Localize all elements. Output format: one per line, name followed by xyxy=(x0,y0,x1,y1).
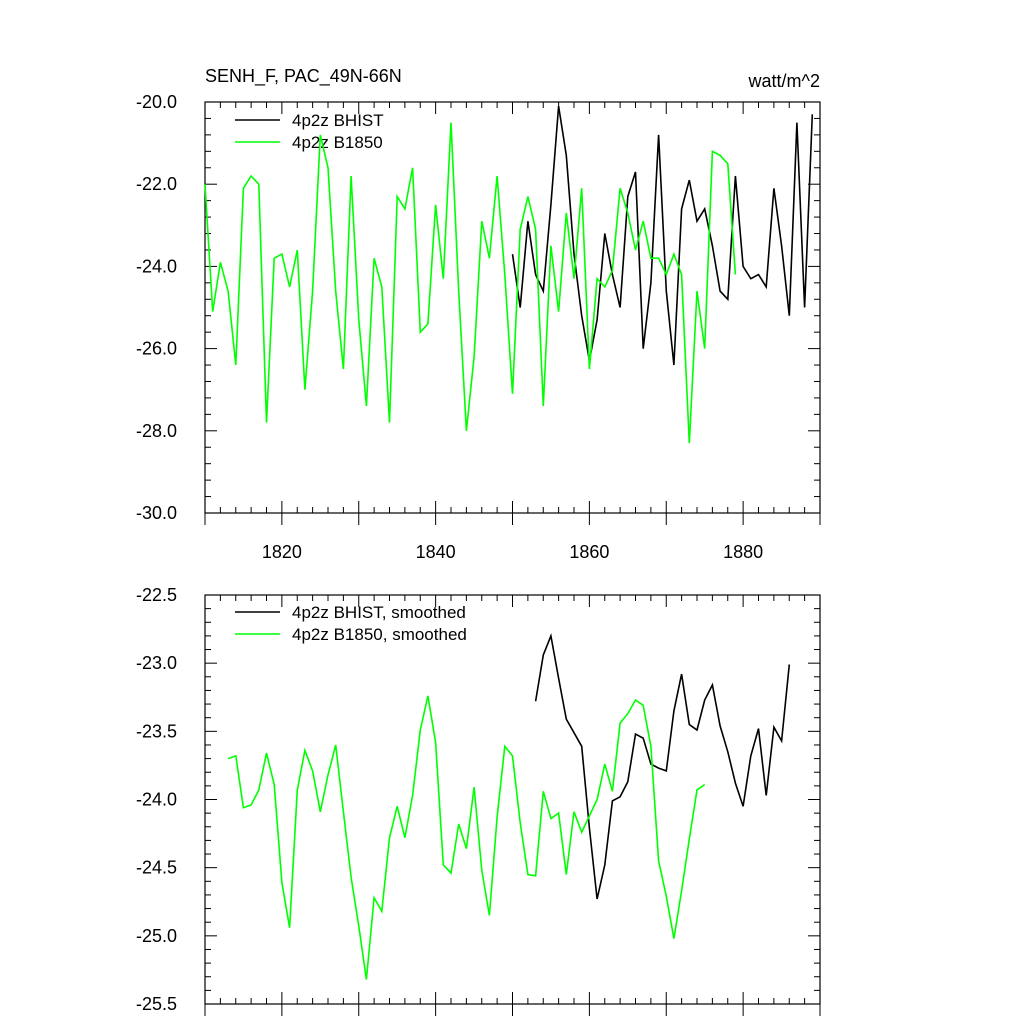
series-line-bhist xyxy=(534,633,791,900)
x-tick-label: 1820 xyxy=(262,542,302,562)
legend: 4p2z BHIST, smoothed 4p2z B1850, smoothe… xyxy=(235,603,467,644)
plot-axes: -25.5 -25.0 -24.5 -24.0 -23.5 -23.0 -22.5 xyxy=(136,585,821,1016)
series-line-b1850 xyxy=(227,695,706,980)
y-tick-label: -23.5 xyxy=(136,721,177,741)
x-tick-label: 1840 xyxy=(416,542,456,562)
y-tick-label: -24.0 xyxy=(136,790,177,810)
legend-label-b1850-smoothed: 4p2z B1850, smoothed xyxy=(292,625,467,644)
legend-label-bhist-smoothed: 4p2z BHIST, smoothed xyxy=(292,603,466,622)
plot-axes: 1820 1840 1860 1880 -30.0 -28.0 -26.0 -24.0 -22.… xyxy=(136,92,821,562)
chart-title: SENH_F, PAC_49N-66N xyxy=(205,66,402,87)
y-tick-label: -28.0 xyxy=(136,421,177,441)
y-tick-label: -20.0 xyxy=(136,92,177,112)
legend-label-b1850: 4p2z B1850 xyxy=(292,133,383,152)
y-tick-label: -23.0 xyxy=(136,653,177,673)
series-line-b1850 xyxy=(204,122,737,444)
legend-label-bhist: 4p2z BHIST xyxy=(292,111,384,130)
y-tick-label: -25.0 xyxy=(136,926,177,946)
series-line-bhist xyxy=(511,105,814,366)
y-tick-label: -25.5 xyxy=(136,994,177,1014)
y-tick-label: -22.5 xyxy=(136,585,177,605)
y-tick-label: -26.0 xyxy=(136,339,177,359)
bottom-panel: 4p2z BHIST, smoothed 4p2z B1850, smoothe… xyxy=(136,585,821,1016)
y-tick-label: -22.0 xyxy=(136,174,177,194)
units-label: watt/m^2 xyxy=(748,71,820,91)
y-tick-label: -24.0 xyxy=(136,256,177,276)
top-panel: SENH_F, PAC_49N-66N watt/m^2 4p2z BHIST … xyxy=(136,66,821,562)
x-tick-label: 1880 xyxy=(723,542,763,562)
x-tick-label: 1860 xyxy=(569,542,609,562)
y-tick-label: -30.0 xyxy=(136,503,177,523)
legend: 4p2z BHIST 4p2z B1850 xyxy=(235,111,384,152)
y-tick-label: -24.5 xyxy=(136,858,177,878)
